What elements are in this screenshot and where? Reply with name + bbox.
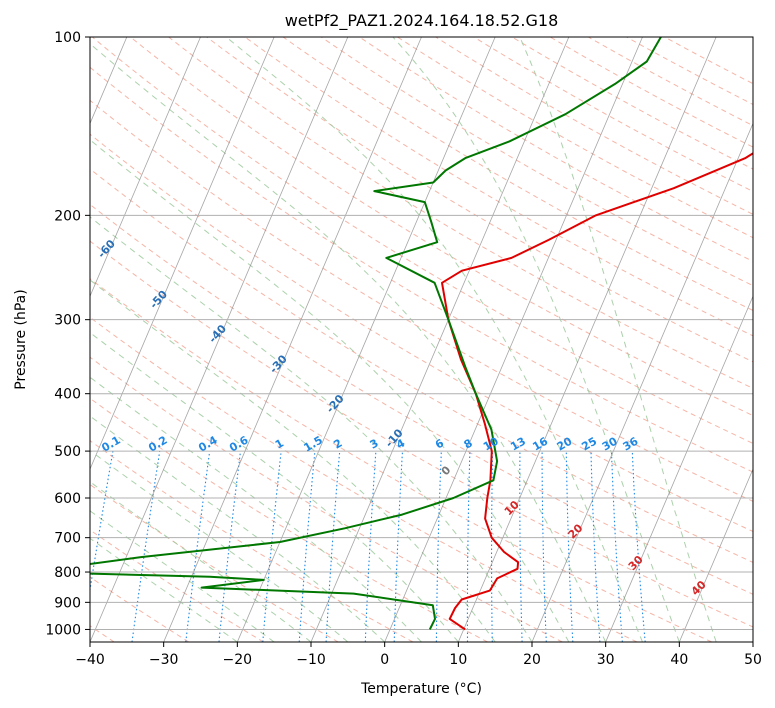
x-tick-label: −40 <box>75 652 105 668</box>
axes: −40 −30 −20 −10 0 10 20 30 40 50 100 200 300 400 500 60… <box>45 30 762 668</box>
dry-adiabat-line <box>168 37 753 389</box>
x-tick-label: −20 <box>223 652 253 668</box>
y-tick-label: 100 <box>54 30 81 46</box>
isotherm-line <box>384 37 643 642</box>
y-tick-label: 700 <box>54 531 81 547</box>
isotherm-line <box>90 37 349 642</box>
data-layer <box>90 37 753 631</box>
isotherm-line <box>531 122 753 642</box>
dry-adiabat-line <box>90 133 753 533</box>
x-tick-label: 30 <box>597 652 615 668</box>
y-tick-label: 500 <box>54 444 81 460</box>
dry-adiabat-line <box>90 278 712 642</box>
dry-adiabat-line <box>90 66 753 473</box>
dry-adiabat-line <box>282 37 753 312</box>
x-tick-label: 40 <box>670 652 688 668</box>
mixing-ratio-line <box>90 451 114 594</box>
isotherm-line <box>90 37 201 298</box>
y-tick-label: 200 <box>54 208 81 224</box>
dry-adiabat-line <box>130 37 753 417</box>
dry-adiabat-line <box>91 37 753 444</box>
y-axis-label: Pressure (hPa) <box>13 289 29 389</box>
y-tick-label: 900 <box>54 595 81 611</box>
dry-adiabat-line <box>435 37 753 215</box>
y-tick-label: 1000 <box>45 622 81 638</box>
x-tick-label: 50 <box>744 652 762 668</box>
dry-adiabat-line <box>90 440 414 642</box>
isotherm-line <box>457 37 717 642</box>
dry-adiabat-line <box>206 37 753 363</box>
plot-frame <box>89 36 754 643</box>
isotherm-line <box>310 37 570 642</box>
moist-adiabat-line <box>90 376 422 642</box>
mixing-ratio-line <box>185 451 211 642</box>
isotherm-line <box>163 37 422 642</box>
grid-layer <box>90 37 753 642</box>
y-tick-label: 300 <box>54 313 81 329</box>
moist-adiabat-line <box>225 37 643 642</box>
dry-adiabat-line <box>320 37 753 287</box>
x-tick-label: −10 <box>296 652 326 668</box>
y-tick-label: 800 <box>54 565 81 581</box>
moist-adiabat-line <box>90 139 570 642</box>
dry-adiabat-line <box>90 240 753 628</box>
dewpoint-profile-line <box>90 37 662 630</box>
y-tick-label: 600 <box>54 491 81 507</box>
moist-adiabat-line <box>90 481 312 642</box>
isotherm-line <box>605 295 753 642</box>
mixing-ratio-line <box>218 451 242 642</box>
moist-adiabat-line <box>90 43 607 642</box>
x-tick-label: 20 <box>523 652 541 668</box>
x-tick-label: 0 <box>380 652 389 668</box>
isotherm-line <box>678 468 753 642</box>
isotherm-line <box>90 37 275 471</box>
moist-adiabat-line <box>90 449 349 642</box>
moist-adiabat-line <box>392 37 680 642</box>
moist-adiabat-line <box>519 37 717 642</box>
x-tick-label: 10 <box>449 652 467 668</box>
dry-adiabat-line <box>549 37 753 148</box>
mixing-ratio-line <box>131 451 161 642</box>
x-axis-label: Temperature (°C) <box>360 681 482 697</box>
x-tick-label: −30 <box>149 652 179 668</box>
y-tick-label: 400 <box>54 387 81 403</box>
chart-title: wetPf2_PAZ1.2024.164.18.52.G18 <box>285 11 559 31</box>
